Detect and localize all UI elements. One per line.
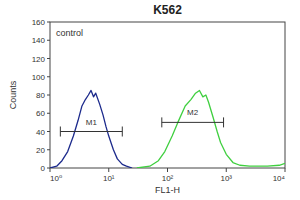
y-tick-label: 60 [36,109,45,118]
x-tick [226,168,227,172]
y-tick [47,58,50,59]
y-tick [47,113,50,114]
x-tick-label: 10³ [220,174,232,183]
y-tick [47,40,50,41]
histogram-line [137,90,285,168]
x-tick [50,168,51,172]
background [0,0,300,200]
y-tick-label: 140 [32,36,46,45]
gates [60,117,223,136]
y-tick-label: 80 [36,91,45,100]
y-tick-label: 0 [41,164,46,173]
y-tick [47,95,50,96]
gate-marker [60,127,122,137]
x-tick-label: 10² [162,174,174,183]
y-tick [47,22,50,23]
title: K562 [153,3,182,17]
x-tick-label: 10⁴ [273,174,286,183]
y-tick [47,131,50,132]
y-axis-label: Counts [8,80,18,109]
y-tick [47,76,50,77]
gate-marker [162,117,224,127]
chart: K562 0 20 40 60 80 100 120 140 160 10⁰ 10¹ 10² 10³ 10⁴… [0,0,300,200]
y-tick-label: 160 [32,18,46,27]
plot-area [50,90,285,168]
y-tick-label: 120 [32,55,46,64]
y-tick-label: 20 [36,146,45,155]
x-axis-label: FL1-H [155,185,180,195]
gate-label: M2 [187,108,199,117]
gate-label: M1 [86,118,98,127]
y-tick-label: 100 [32,73,46,82]
y-tick [47,149,50,150]
x-tick [167,168,168,172]
x-tick-label: 10⁰ [50,174,62,183]
y-tick-label: 40 [36,128,45,137]
histogram-line [50,90,132,168]
annotation: control [56,28,83,38]
x-tick [285,168,286,172]
x-tick [108,168,109,172]
x-tick-label: 10¹ [103,174,115,183]
plot-frame [50,22,285,168]
